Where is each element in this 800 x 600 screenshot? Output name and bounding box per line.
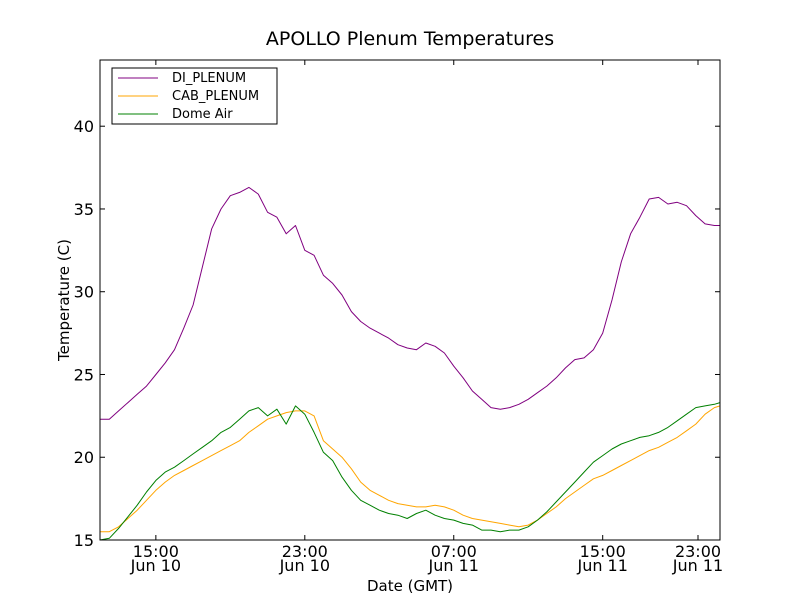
- legend: DI_PLENUM CAB_PLENUM Dome Air: [111, 67, 278, 125]
- y-tick-label: 40: [74, 117, 94, 136]
- x-tick-label-date: Jun 11: [576, 556, 627, 575]
- x-tick-label-time: 15:00: [580, 542, 626, 561]
- x-tick-label-date: Jun 10: [279, 556, 330, 575]
- series-line-dome-air: [99, 402, 721, 541]
- legend-label-dome-air: Dome Air: [172, 107, 233, 122]
- y-tick-label: 20: [74, 448, 94, 467]
- x-axis-label: Date (GMT): [367, 577, 453, 595]
- x-tick-label-time: 07:00: [431, 542, 477, 561]
- x-tick-label-time: 23:00: [675, 542, 721, 561]
- legend-label-cab-plenum: CAB_PLENUM: [172, 89, 259, 104]
- y-tick-label: 25: [74, 365, 94, 384]
- y-tick-label: 35: [74, 200, 94, 219]
- x-tick-label-time: 15:00: [133, 542, 179, 561]
- legend-label-di-plenum: DI_PLENUM: [172, 71, 246, 86]
- y-tick-label: 15: [74, 531, 94, 550]
- x-tick-label-date: Jun 10: [130, 556, 181, 575]
- x-tick-label-date: Jun 11: [672, 556, 723, 575]
- y-axis-label: Temperature (C): [55, 239, 73, 362]
- x-tick-label-time: 23:00: [282, 542, 328, 561]
- plot-frame: [99, 59, 721, 541]
- series-line-cab-plenum: [100, 405, 721, 533]
- chart-title: APOLLO Plenum Temperatures: [266, 28, 554, 50]
- y-tick-label: 30: [74, 283, 94, 302]
- series-layer: [99, 186, 721, 541]
- series-line-di-plenum: [100, 186, 720, 420]
- x-tick-label-date: Jun 11: [428, 556, 479, 575]
